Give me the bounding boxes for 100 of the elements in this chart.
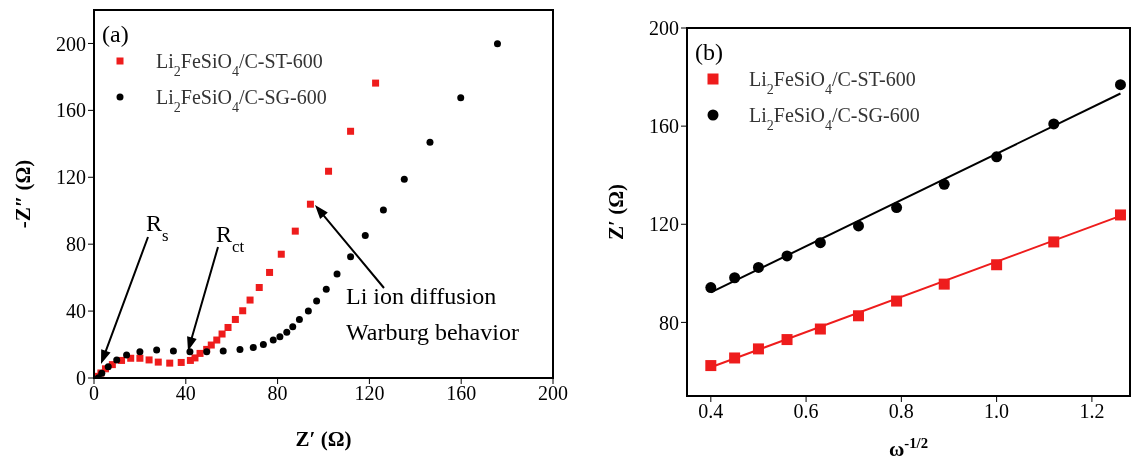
point <box>379 206 387 214</box>
point <box>426 138 434 146</box>
x-tick-label: 0.6 <box>793 400 819 423</box>
point <box>1048 236 1060 248</box>
x-tick-label: 1.2 <box>1079 400 1105 423</box>
point <box>236 345 244 353</box>
x-tick-label: 200 <box>538 382 568 405</box>
y-tick-label: 120 <box>649 213 679 236</box>
legend-label: Li$_{2}$FeSiO$_{4}$/C-SG-600 <box>749 104 920 133</box>
point <box>136 348 144 356</box>
point <box>136 354 144 362</box>
point <box>295 315 303 323</box>
point <box>289 323 297 331</box>
point <box>255 284 263 292</box>
point <box>729 352 741 364</box>
annotation: R$_{s}$ <box>146 210 169 245</box>
point <box>361 231 369 239</box>
point <box>852 220 864 232</box>
point <box>729 272 741 284</box>
point <box>219 347 227 355</box>
y-tick-label: 160 <box>649 115 679 138</box>
point <box>781 250 793 262</box>
point <box>239 307 247 315</box>
y-tick-label: 120 <box>56 166 86 189</box>
x-tick-label: 0.8 <box>888 400 914 423</box>
point <box>259 340 267 348</box>
y-tick-label: 80 <box>66 233 86 256</box>
y-tick-label: 160 <box>56 99 86 122</box>
point <box>938 278 950 290</box>
legend-label: Li$_{2}$FeSiO$_{4}$/C-ST-600 <box>156 50 323 79</box>
point <box>347 253 355 261</box>
annotation: Li ion diffusion Warburg behavior <box>346 283 519 345</box>
y-tick-label: 200 <box>649 17 679 40</box>
point <box>991 259 1003 271</box>
point <box>333 270 341 278</box>
point <box>457 94 465 102</box>
point <box>891 202 903 214</box>
point <box>306 200 314 208</box>
point <box>814 237 826 249</box>
point <box>186 348 194 356</box>
point <box>322 285 330 293</box>
legend-label: Li$_{2}$FeSiO$_{4}$/C-ST-600 <box>749 68 916 97</box>
point <box>153 346 161 354</box>
point <box>400 175 408 183</box>
y-tick-label: 80 <box>659 311 679 334</box>
y-tick-label: 40 <box>66 300 86 323</box>
point <box>852 310 864 322</box>
x-tick-label: 1.0 <box>984 400 1010 423</box>
point <box>304 307 312 315</box>
x-tick-label: 40 <box>175 382 196 405</box>
point <box>705 360 717 372</box>
point <box>752 343 764 355</box>
x-tick-label: 0.4 <box>698 400 724 423</box>
point <box>246 296 254 304</box>
point <box>224 323 232 331</box>
legend-label: Li$_{2}$FeSiO$_{4}$/C-SG-600 <box>156 86 327 115</box>
point <box>145 356 153 364</box>
annotation: R$_{ct}$ <box>216 221 245 256</box>
point <box>191 354 199 362</box>
point <box>991 151 1003 163</box>
point <box>166 359 174 367</box>
point <box>752 261 764 273</box>
point <box>123 351 131 359</box>
point <box>1114 209 1126 221</box>
text: (a) <box>102 21 129 47</box>
x-axis-title: Z′ (Ω) <box>295 427 352 451</box>
x-tick-label: 80 <box>267 382 288 405</box>
point <box>207 341 215 349</box>
point <box>313 297 321 305</box>
point <box>269 336 277 344</box>
y-axis-title: Z′ (Ω) <box>604 184 628 240</box>
point <box>196 349 204 357</box>
point <box>347 127 355 135</box>
point <box>325 167 333 175</box>
point <box>291 227 299 235</box>
point <box>231 315 239 323</box>
y-tick-label: 0 <box>76 367 86 390</box>
y-tick-label: 200 <box>56 32 86 55</box>
point <box>169 347 177 355</box>
point <box>277 250 285 258</box>
point <box>177 358 185 366</box>
point <box>218 330 226 338</box>
x-tick-label: 160 <box>446 382 477 405</box>
point <box>781 334 793 346</box>
point <box>113 356 121 364</box>
point <box>276 333 284 341</box>
point <box>705 282 717 294</box>
point <box>891 295 903 307</box>
text: (b) <box>695 39 723 65</box>
point <box>372 79 380 87</box>
point <box>938 178 950 190</box>
point <box>283 328 291 336</box>
point <box>1048 118 1060 130</box>
point <box>1114 79 1126 91</box>
point <box>814 323 826 335</box>
y-axis-title: -Z″ (Ω) <box>11 159 35 229</box>
point <box>213 336 221 344</box>
x-axis-title: ω$^{-1/2}$ <box>888 435 929 461</box>
x-tick-label: 120 <box>354 382 385 405</box>
point <box>493 40 501 48</box>
